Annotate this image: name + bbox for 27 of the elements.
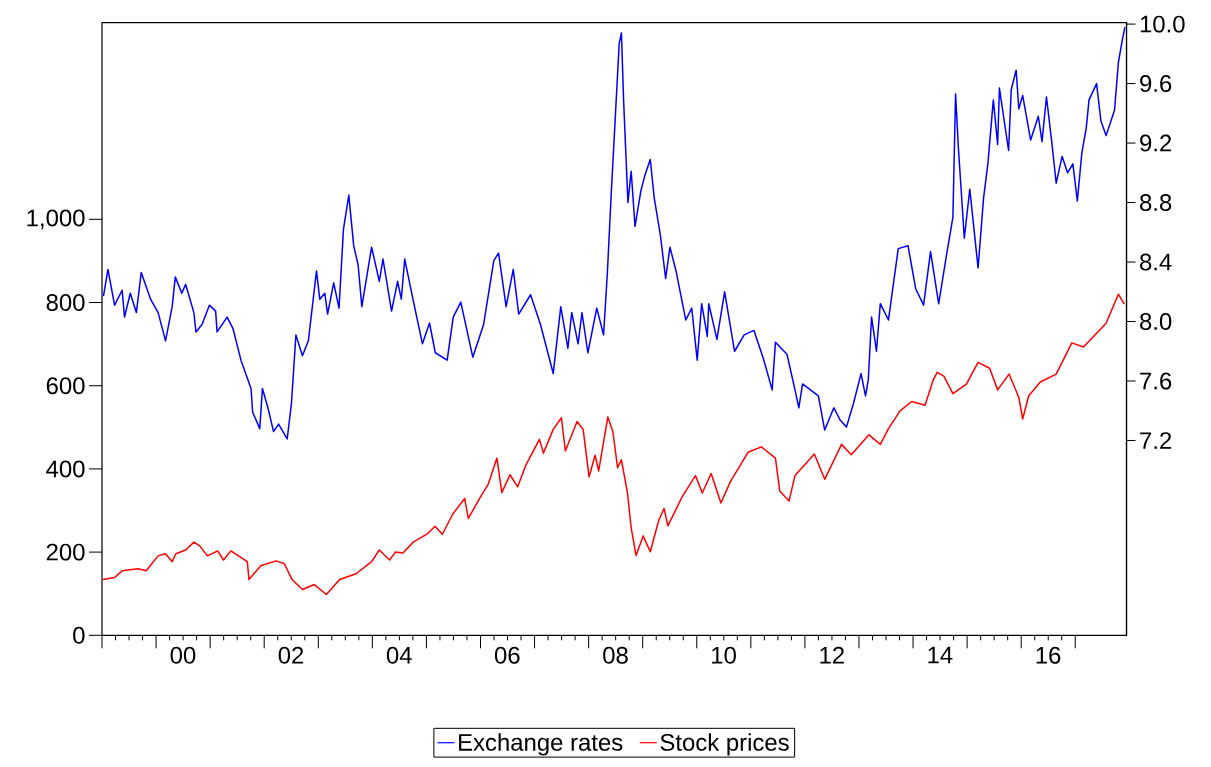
y2-tick-label: 8.0 <box>1140 313 1172 330</box>
y-tick-label: 1,000 <box>27 209 85 230</box>
line-series <box>102 26 1126 440</box>
y2-tick-label: 8.4 <box>1140 253 1172 271</box>
x-tick-label: 06 <box>494 646 520 664</box>
x-tick-label: 02 <box>278 646 304 664</box>
legend-label: Exchange rates <box>459 733 623 756</box>
y2-tick-label: 10.0 <box>1140 15 1185 33</box>
y2-tick-label: 7.6 <box>1140 372 1172 390</box>
y-tick-label: 0 <box>73 626 85 644</box>
y-tick-label: 400 <box>46 460 85 478</box>
x-tick-label: 12 <box>820 646 844 664</box>
x-tick-label: 10 <box>712 646 736 664</box>
y-tick-label: 200 <box>46 543 85 561</box>
x-tick-label: 16 <box>1036 646 1061 664</box>
x-tick-label: 08 <box>603 646 628 664</box>
y-tick-label: 600 <box>46 377 85 395</box>
y2-tick-label: 9.6 <box>1140 75 1172 93</box>
legend-label: Stock prices <box>660 733 789 756</box>
line-series <box>102 293 1126 596</box>
x-tick-label: 04 <box>386 646 412 664</box>
y2-tick-label: 9.2 <box>1140 134 1172 152</box>
y2-tick-label: 7.2 <box>1140 432 1172 449</box>
x-tick-label: 00 <box>170 646 196 664</box>
y2-tick-label: 8.8 <box>1140 194 1172 212</box>
x-tick-label: 14 <box>928 646 953 664</box>
y-tick-label: 800 <box>46 294 85 311</box>
